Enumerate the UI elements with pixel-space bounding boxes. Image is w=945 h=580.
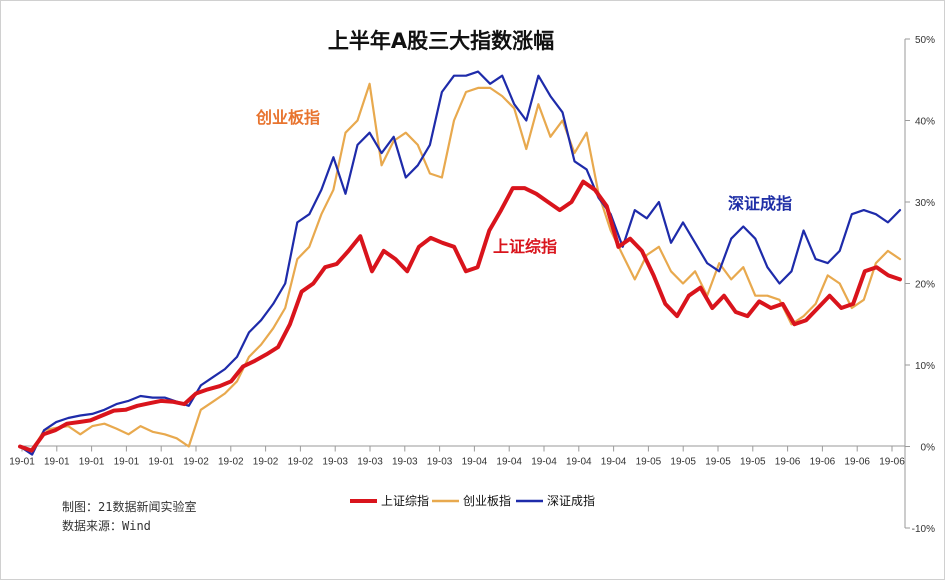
x-tick-label: 19-05: [740, 457, 766, 468]
x-tick-label: 19-04: [496, 457, 522, 468]
annotation-szse: 深证成指: [728, 194, 792, 213]
x-tick-label: 19-06: [844, 457, 870, 468]
legend: 上证综指 创业板指 深证成指: [350, 493, 595, 508]
credit-author: 制图：21数据新闻实验室: [62, 499, 196, 514]
annotation-chinext: 创业板指: [255, 108, 320, 127]
x-tick-label: 19-01: [114, 457, 140, 468]
y-tick-label: 20%: [915, 280, 935, 291]
x-tick-label: 19-03: [322, 457, 348, 468]
x-tick-label: 19-04: [531, 457, 557, 468]
x-tick-label: 19-06: [775, 457, 801, 468]
x-tick-label: 19-01: [148, 457, 174, 468]
x-tick-label: 19-02: [183, 457, 209, 468]
x-tick-label: 19-03: [357, 457, 383, 468]
legend-label: 创业板指: [463, 493, 511, 508]
x-tick-label: 19-01: [9, 457, 35, 468]
x-tick-label: 19-02: [288, 457, 314, 468]
x-tick-label: 19-04: [462, 457, 488, 468]
annotation-sse: 上证综指: [493, 237, 557, 256]
x-tick-label: 19-05: [670, 457, 696, 468]
x-tick-label: 19-02: [218, 457, 244, 468]
legend-label: 深证成指: [547, 493, 595, 508]
series-line-szse: [18, 70, 902, 456]
x-tick-label: 19-06: [879, 457, 905, 468]
y-tick-label: 0%: [921, 443, 936, 454]
x-tick-label: 19-05: [705, 457, 731, 468]
y-axis: 50% 40% 30% 20% 10% 0% -10%: [905, 35, 935, 535]
x-tick-label: 19-02: [253, 457, 279, 468]
x-tick-label: 19-03: [427, 457, 453, 468]
y-tick-label: 40%: [915, 117, 935, 128]
x-tick-label: 19-03: [392, 457, 418, 468]
x-tick-label: 19-04: [566, 457, 592, 468]
series-line-sse: [18, 179, 902, 453]
series-line-chinext: [18, 82, 902, 452]
x-axis: 19-01 19-01 19-01 19-01 19-01 19-02 19-02 19-02…: [9, 446, 905, 468]
x-tick-label: 19-06: [810, 457, 836, 468]
y-tick-label: 30%: [915, 198, 935, 209]
x-tick-label: 19-04: [601, 457, 627, 468]
x-tick-label: 19-01: [44, 457, 70, 468]
chart-title: 上半年A股三大指数涨幅: [328, 29, 554, 53]
x-tick-label: 19-05: [636, 457, 662, 468]
credit-source: 数据来源：Wind: [62, 518, 151, 533]
legend-label: 上证综指: [381, 493, 429, 508]
series-lines: [18, 70, 902, 456]
y-tick-label: 50%: [915, 35, 935, 46]
y-tick-label: -10%: [912, 524, 935, 535]
x-tick-label: 19-01: [79, 457, 105, 468]
y-tick-label: 10%: [915, 361, 935, 372]
